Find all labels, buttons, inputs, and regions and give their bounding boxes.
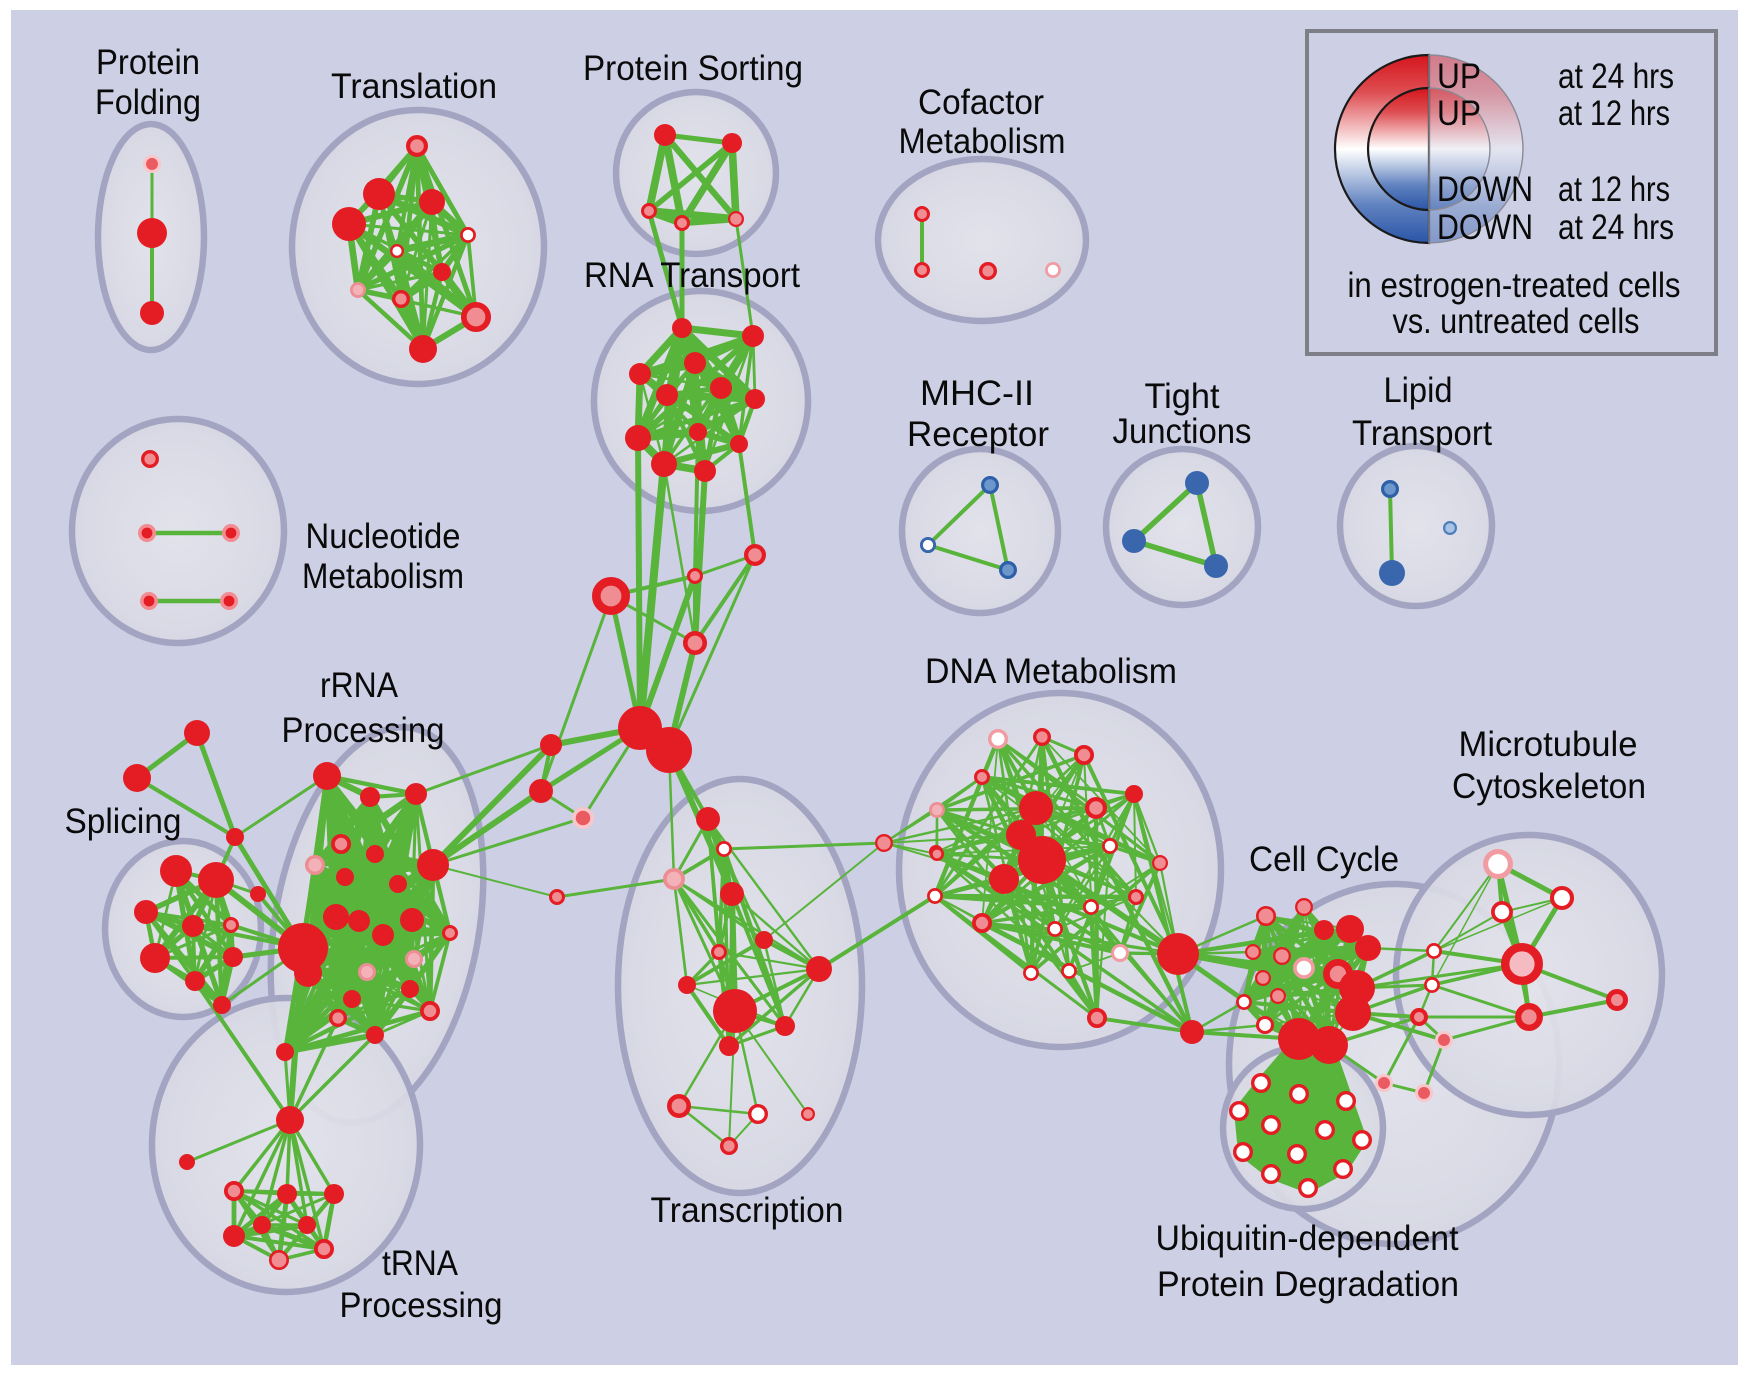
svg-text:Lipid: Lipid: [1384, 371, 1453, 410]
svg-text:at 24 hrs: at 24 hrs: [1558, 208, 1674, 247]
svg-text:Cytoskeleton: Cytoskeleton: [1452, 767, 1646, 806]
svg-text:Splicing: Splicing: [65, 802, 182, 841]
svg-text:Cofactor: Cofactor: [918, 83, 1044, 122]
svg-text:Transport: Transport: [1352, 414, 1492, 453]
svg-text:DNA Metabolism: DNA Metabolism: [925, 652, 1177, 691]
svg-text:DOWN: DOWN: [1437, 208, 1533, 247]
svg-text:Tight: Tight: [1145, 377, 1220, 416]
svg-text:Protein Degradation: Protein Degradation: [1157, 1265, 1459, 1304]
svg-text:at 12 hrs: at 12 hrs: [1558, 94, 1670, 133]
svg-text:RNA Transport: RNA Transport: [584, 256, 800, 295]
svg-text:Ubiquitin-dependent: Ubiquitin-dependent: [1156, 1219, 1459, 1258]
svg-text:Microtubule: Microtubule: [1459, 725, 1638, 764]
svg-text:DOWN: DOWN: [1437, 170, 1533, 209]
svg-text:Processing: Processing: [340, 1286, 503, 1325]
svg-text:Cell Cycle: Cell Cycle: [1249, 840, 1399, 879]
svg-text:vs. untreated cells: vs. untreated cells: [1393, 302, 1640, 341]
svg-text:Receptor: Receptor: [907, 415, 1049, 454]
svg-text:UP: UP: [1437, 94, 1481, 133]
svg-text:rRNA: rRNA: [320, 666, 399, 705]
svg-text:Metabolism: Metabolism: [302, 557, 464, 596]
svg-text:MHC-II: MHC-II: [920, 374, 1034, 413]
svg-text:Folding: Folding: [95, 83, 201, 122]
svg-text:Translation: Translation: [331, 67, 497, 106]
svg-text:Metabolism: Metabolism: [899, 122, 1066, 161]
svg-text:Nucleotide: Nucleotide: [306, 517, 461, 556]
svg-text:tRNA: tRNA: [382, 1244, 459, 1283]
svg-text:UP: UP: [1437, 57, 1481, 96]
svg-text:Transcription: Transcription: [651, 1191, 844, 1230]
svg-text:Junctions: Junctions: [1113, 412, 1252, 451]
svg-text:Processing: Processing: [282, 711, 445, 750]
svg-text:in estrogen-treated cells: in estrogen-treated cells: [1348, 266, 1681, 305]
svg-text:Protein Sorting: Protein Sorting: [583, 49, 803, 88]
svg-text:at 24 hrs: at 24 hrs: [1558, 57, 1674, 96]
svg-text:at 12 hrs: at 12 hrs: [1558, 170, 1670, 209]
svg-text:Protein: Protein: [96, 43, 200, 82]
